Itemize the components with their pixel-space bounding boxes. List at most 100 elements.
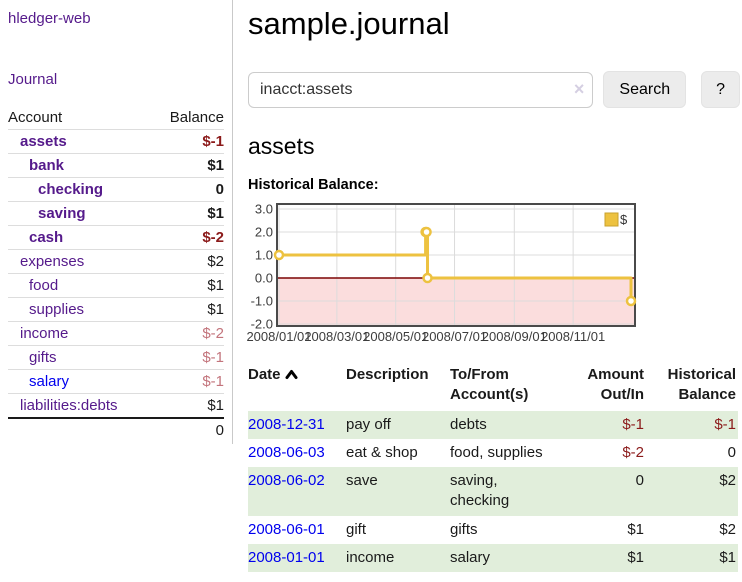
- balance-chart: $3.0 2.0 1.0 0.0 -1.0 -2.0 2008/01/01 2008/03/0…: [246, 200, 740, 348]
- account-balance: $-1: [202, 133, 224, 150]
- account-balance: $-2: [152, 225, 224, 250]
- accounts-header-balance: Balance: [152, 105, 224, 130]
- account-row: gifts $-1: [8, 345, 224, 370]
- account-link-saving[interactable]: saving: [38, 205, 86, 222]
- transaction-date-link[interactable]: 2008-01-01: [248, 548, 325, 566]
- account-row: food $1: [8, 273, 224, 298]
- brand-link[interactable]: hledger-web: [8, 10, 91, 27]
- register-description: eat & shop: [346, 443, 418, 461]
- account-link-assets[interactable]: assets: [20, 133, 67, 150]
- account-balance: $1: [152, 273, 224, 298]
- account-balance: $1: [152, 153, 224, 178]
- search-input[interactable]: [248, 71, 594, 108]
- account-balance: $-1: [152, 345, 224, 370]
- register-balance: $1: [719, 548, 736, 566]
- help-button[interactable]: ?: [701, 71, 740, 108]
- register-amount: $-1: [622, 415, 644, 433]
- account-balance: $-1: [152, 369, 224, 394]
- account-link-checking[interactable]: checking: [38, 181, 104, 198]
- svg-text:2008/03/01: 2008/03/01: [304, 329, 369, 344]
- account-balance: $1: [152, 297, 224, 322]
- accounts-total-row: 0: [8, 417, 224, 442]
- svg-text:2008/05/01: 2008/05/01: [363, 329, 428, 344]
- svg-text:2008/09/01: 2008/09/01: [482, 329, 547, 344]
- accounts-table: Account Balance assets $-1 bank $1 check…: [8, 105, 224, 442]
- register-balance: $2: [719, 472, 736, 489]
- register-description: save: [346, 472, 378, 489]
- transaction-date-link[interactable]: 2008-12-31: [248, 415, 325, 433]
- sort-ascending-icon: [285, 366, 298, 386]
- register-accounts: gifts: [450, 520, 478, 538]
- svg-text:2.0: 2.0: [255, 225, 273, 240]
- account-balance: $1: [152, 201, 224, 226]
- account-row: supplies $1: [8, 297, 224, 322]
- account-link-food[interactable]: food: [29, 277, 59, 294]
- register-accounts: salary: [450, 548, 491, 566]
- main-content: sample.journal × Search ? assets Histori…: [246, 0, 740, 572]
- register-row: 2008-01-01 income salary $1 $1: [248, 543, 738, 572]
- account-row: bank $1: [8, 153, 224, 178]
- account-link-liabilities-debts[interactable]: liabilities:debts: [20, 397, 118, 414]
- register-description: pay off: [346, 415, 391, 433]
- register-amount: $1: [627, 548, 644, 566]
- account-link-supplies[interactable]: supplies: [29, 301, 85, 318]
- register-date: 2008-01-01: [248, 544, 346, 572]
- account-balance: $1: [152, 393, 224, 418]
- register-description: gift: [346, 520, 367, 538]
- accounts-total: 0: [152, 417, 224, 442]
- svg-text:2008/07/01: 2008/07/01: [422, 329, 487, 344]
- search-button[interactable]: Search: [603, 71, 687, 108]
- account-row: income $-2: [8, 321, 224, 346]
- register-amount: 0: [635, 472, 644, 489]
- register-row: 2008-06-02 save saving, checking 0 $2: [248, 467, 738, 516]
- account-balance: $2: [152, 249, 224, 274]
- account-link-gifts[interactable]: gifts: [29, 349, 57, 366]
- svg-text:-2.0: -2.0: [251, 317, 273, 332]
- register-amount: $-2: [622, 443, 644, 461]
- register-row: 2008-06-03 eat & shop food, supplies $-2…: [248, 439, 738, 467]
- account-link-expenses[interactable]: expenses: [20, 253, 85, 270]
- svg-text:3.0: 3.0: [255, 202, 273, 217]
- svg-text:1.0: 1.0: [255, 248, 273, 263]
- register-header-date[interactable]: Date: [248, 362, 346, 411]
- account-row: salary $-1: [8, 369, 224, 394]
- account-row: assets $-1: [8, 130, 224, 154]
- register-balance: 0: [727, 443, 736, 461]
- register-balance: $-1: [714, 415, 736, 433]
- account-balance: $-2: [152, 321, 224, 346]
- transaction-date-link[interactable]: 2008-06-02: [248, 472, 325, 489]
- account-link-income[interactable]: income: [20, 325, 69, 342]
- register-description: income: [346, 548, 395, 566]
- sidebar-item-journal[interactable]: Journal: [8, 71, 58, 88]
- account-title: assets: [248, 133, 315, 159]
- svg-text:-1.0: -1.0: [251, 294, 273, 309]
- svg-text:0.0: 0.0: [255, 271, 273, 286]
- register-header-row: Date Description To/From Account(s) Amou…: [248, 362, 738, 411]
- register-row: 2008-12-31 pay off debts $-1 $-1: [248, 410, 738, 439]
- transaction-date-link[interactable]: 2008-06-03: [248, 443, 325, 461]
- search-box: ×: [248, 71, 594, 108]
- svg-text:2008/11/01: 2008/11/01: [541, 329, 605, 344]
- svg-text:$: $: [620, 212, 628, 227]
- register-header-balance: Historical Balance: [667, 366, 736, 404]
- svg-text:2008/01/01: 2008/01/01: [246, 329, 311, 344]
- register-balance: $2: [719, 520, 736, 538]
- register-date: 2008-12-31: [248, 411, 346, 439]
- account-link-cash[interactable]: cash: [29, 229, 64, 246]
- account-link-bank[interactable]: bank: [29, 157, 65, 174]
- register-date: 2008-06-01: [248, 516, 346, 544]
- clear-search-icon[interactable]: ×: [573, 78, 585, 99]
- transaction-date-link[interactable]: 2008-06-01: [248, 520, 325, 538]
- register-header-accounts: To/From Account(s): [450, 366, 529, 404]
- register-date: 2008-06-02: [248, 467, 346, 516]
- register-accounts: saving, checking: [450, 472, 510, 510]
- account-link-salary[interactable]: salary: [29, 373, 70, 390]
- chart-title: Historical Balance:: [248, 177, 379, 193]
- register-header-amount: Amount Out/In: [587, 366, 644, 404]
- account-balance: 0: [152, 177, 224, 202]
- register-row: 2008-06-01 gift gifts $1 $2: [248, 516, 738, 544]
- search-form: × Search ?: [248, 71, 740, 108]
- account-row: checking 0: [8, 177, 224, 202]
- register-date: 2008-06-03: [248, 439, 346, 467]
- register-accounts: food, supplies: [450, 443, 543, 461]
